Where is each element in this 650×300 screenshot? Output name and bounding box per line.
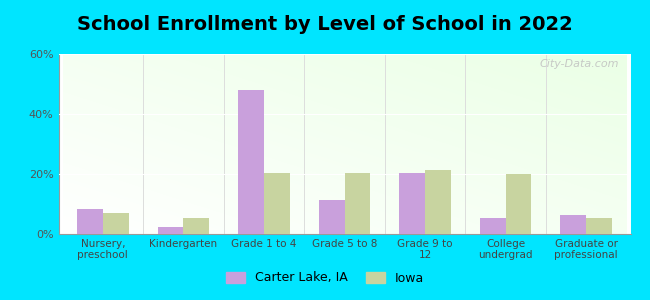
Bar [264, 172, 290, 234]
Bar [480, 218, 506, 234]
Text: School Enrollment by Level of School in 2022: School Enrollment by Level of School in … [77, 15, 573, 34]
Text: City-Data.com: City-Data.com [540, 59, 619, 69]
Bar [425, 169, 451, 234]
Bar [399, 172, 425, 234]
Bar [183, 218, 209, 234]
Bar [103, 213, 129, 234]
Bar [157, 226, 183, 234]
Bar [560, 214, 586, 234]
Legend: Carter Lake, IA, Iowa: Carter Lake, IA, Iowa [220, 265, 430, 291]
Bar [77, 208, 103, 234]
Bar [344, 172, 370, 234]
Bar [238, 90, 264, 234]
Bar [506, 174, 532, 234]
Bar [586, 218, 612, 234]
Bar [318, 200, 344, 234]
